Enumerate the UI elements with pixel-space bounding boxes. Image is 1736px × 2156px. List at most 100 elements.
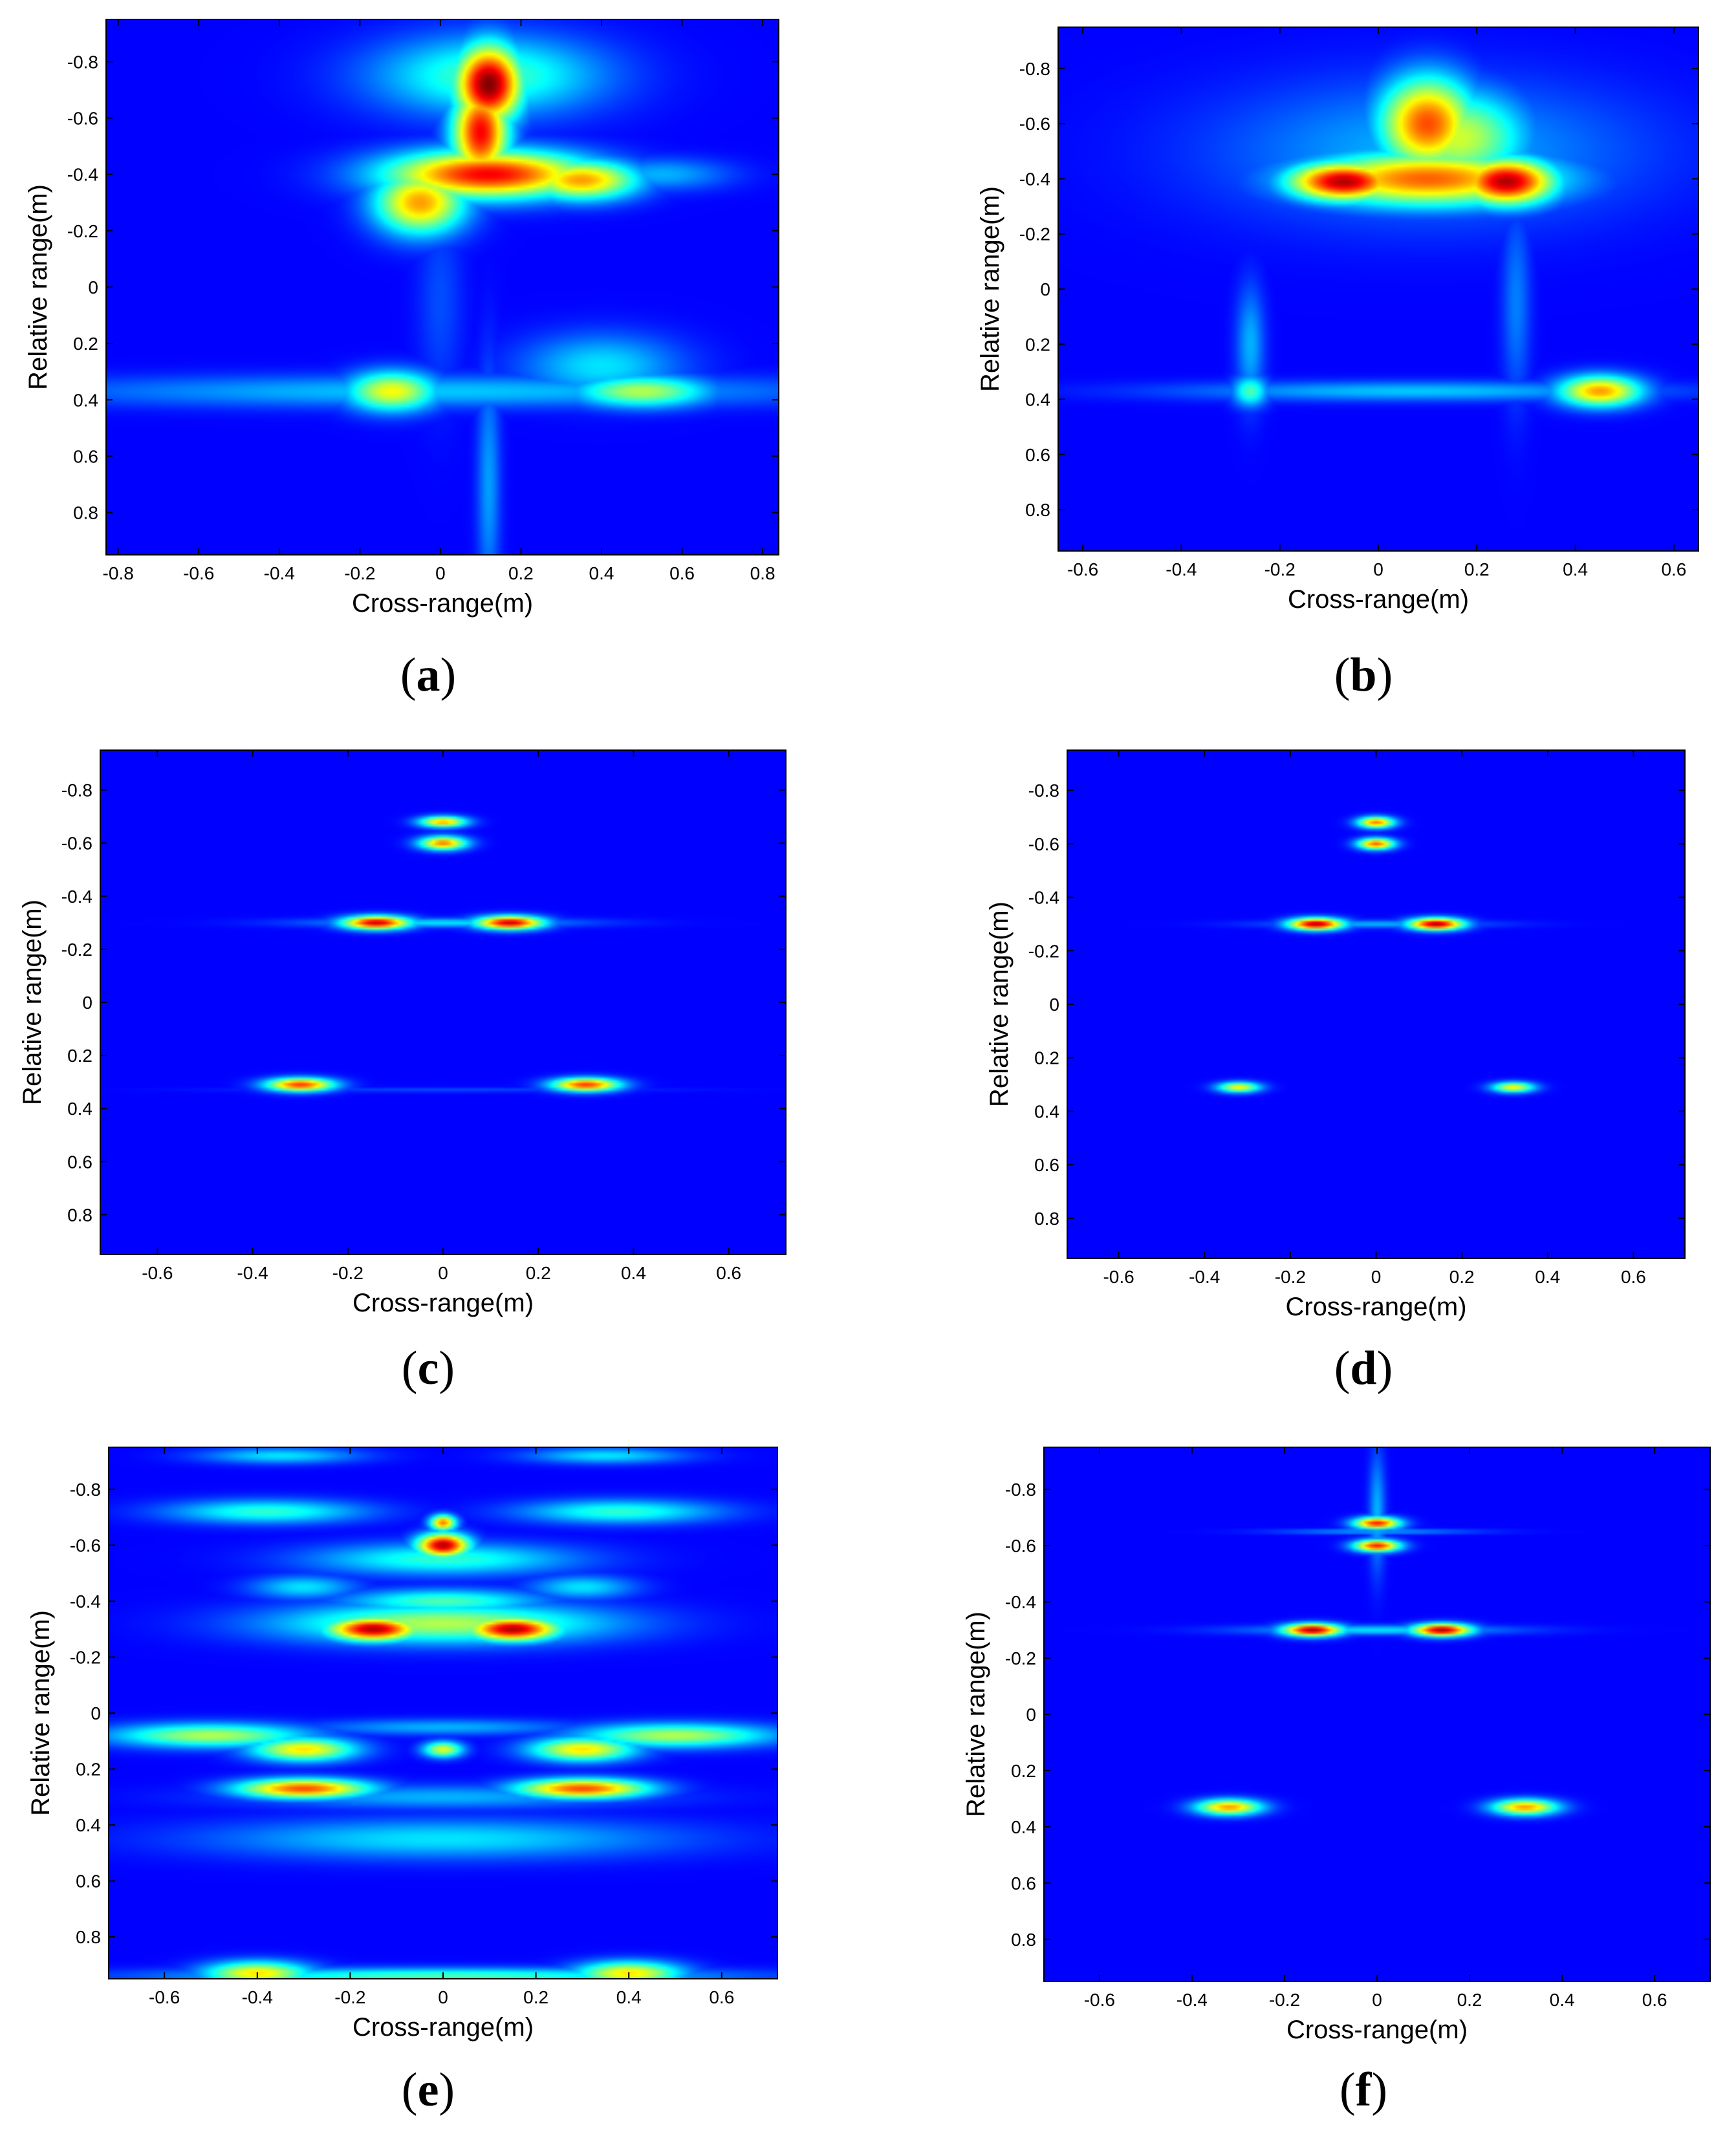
x-tick-label: -0.4: [1166, 559, 1197, 579]
panel-label-e: (e): [402, 2064, 455, 2117]
panel-label-close: ): [440, 649, 457, 702]
x-tick-label: 0: [435, 563, 446, 583]
y-tick-label: 0.2: [1025, 334, 1050, 354]
x-tick-label: -0.2: [344, 563, 375, 583]
y-tick-label: -0.4: [1028, 888, 1059, 908]
x-axis-label: Cross-range(m): [1288, 585, 1469, 614]
y-tick-label: 0.2: [1011, 1761, 1036, 1781]
x-axis-label: Cross-range(m): [1286, 2016, 1468, 2044]
panel-f: -0.6 -0.4 -0.2 0 0.2 0.4 0.6 -0.8 -0.6 -0.4 -0.2 0 0…: [962, 1447, 1711, 2117]
y-tick-label: 0.8: [1025, 500, 1050, 520]
x-tick-label: -0.2: [1275, 1267, 1306, 1287]
panel-c: -0.6 -0.4 -0.2 0 0.2 0.4 0.6 -0.8 -0.6 -0.4 -0.2 0 0…: [18, 749, 787, 1395]
x-tick-label: -0.4: [1189, 1267, 1220, 1287]
x-tick-label: 0.6: [1621, 1267, 1646, 1287]
x-tick-label: -0.4: [264, 563, 295, 583]
heatmap-image-b: [1058, 27, 1698, 551]
y-tick-label: -0.8: [1005, 1480, 1036, 1500]
y-tick-label: -0.8: [67, 52, 98, 72]
heatmap-image-e: [109, 1447, 777, 1979]
y-tick-label: 0.2: [76, 1760, 101, 1780]
x-tick-label: 0: [1371, 1267, 1382, 1287]
y-tick-label: 0.2: [73, 334, 98, 354]
x-tick-label: 0.4: [616, 1987, 642, 2007]
y-tick-label: 0.4: [1034, 1101, 1059, 1121]
y-tick-label: -0.8: [1019, 59, 1050, 79]
y-tick-label: 0.6: [73, 446, 98, 466]
x-tick-label: -0.6: [149, 1987, 180, 2007]
x-tick-label: 0.6: [709, 1987, 734, 2007]
x-axis-label: Cross-range(m): [1285, 1293, 1466, 1321]
panel-label-open: (: [402, 1342, 418, 1395]
x-tick-label: -0.2: [1264, 559, 1296, 579]
y-tick-label: 0: [91, 1703, 101, 1723]
panel-label-close: ): [1377, 1342, 1393, 1395]
y-tick-label: -0.6: [70, 1535, 101, 1555]
y-tick-label: -0.6: [61, 834, 92, 854]
y-tick-label: 0.4: [1025, 390, 1050, 410]
y-tick-label: 0.8: [67, 1205, 92, 1225]
x-tick-label: 0: [1373, 559, 1383, 579]
y-axis-label: Relative range(m): [18, 900, 47, 1105]
panel-label-a: (a): [400, 649, 456, 702]
y-tick-label: 0.4: [73, 390, 98, 410]
y-tick-label: -0.2: [1019, 224, 1050, 244]
panel-d: -0.6 -0.4 -0.2 0 0.2 0.4 0.6 -0.8 -0.6 -0.4 -0.2 0 0…: [985, 749, 1686, 1395]
y-tick-label: 0.8: [1011, 1930, 1036, 1950]
x-tick-label: 0.4: [1535, 1267, 1560, 1287]
panel-label-b: (b): [1334, 649, 1393, 702]
heatmap-image-d: [1067, 750, 1685, 1258]
x-tick-label: 0.6: [1661, 559, 1686, 579]
x-tick-label: 0.2: [1457, 1990, 1482, 2010]
x-tick-label: 0.6: [716, 1263, 741, 1283]
x-tick-label: 0.2: [523, 1987, 548, 2007]
y-tick-label: -0.2: [61, 940, 92, 960]
x-tick-label: 0.2: [1464, 559, 1490, 579]
y-axis-label: Relative range(m): [27, 1610, 55, 1816]
y-tick-label: -0.2: [70, 1647, 101, 1667]
y-tick-label: -0.4: [1019, 169, 1050, 189]
x-tick-label: -0.4: [242, 1987, 273, 2007]
y-tick-label: 0.6: [1034, 1155, 1059, 1175]
x-tick-label: 0.4: [1563, 559, 1588, 579]
panel-label-letter: d: [1350, 1342, 1376, 1395]
x-tick-label: -0.4: [237, 1263, 268, 1283]
x-tick-label: 0.2: [526, 1263, 551, 1283]
heatmap-image-f: [1044, 1447, 1710, 1981]
y-tick-label: -0.2: [67, 221, 98, 241]
panel-label-letter: c: [418, 1342, 439, 1395]
x-tick-label: -0.2: [334, 1987, 365, 2007]
y-tick-label: 0.4: [76, 1815, 101, 1835]
panel-label-close: ): [1377, 649, 1393, 702]
y-tick-label: -0.4: [70, 1591, 101, 1612]
panel-label-d: (d): [1334, 1342, 1393, 1395]
y-tick-label: 0.8: [76, 1927, 101, 1947]
x-tick-label: 0.2: [1449, 1267, 1475, 1287]
panel-label-open: (: [402, 2064, 418, 2117]
y-tick-label: 0: [1040, 279, 1050, 299]
panel-e: -0.6 -0.4 -0.2 0 0.2 0.4 0.6 -0.8 -0.6 -0.4 -0.2 0 0…: [27, 1447, 778, 2117]
panel-label-letter: a: [417, 649, 440, 702]
y-tick-label: 0.2: [1034, 1048, 1059, 1068]
x-tick-label: -0.8: [103, 563, 134, 583]
y-tick-label: -0.8: [1028, 781, 1059, 801]
panel-label-open: (: [1334, 649, 1351, 702]
y-axis-label: Relative range(m): [24, 184, 52, 390]
panel-label-close: ): [439, 2064, 455, 2117]
y-tick-label: 0: [1049, 995, 1059, 1015]
panel-label-f: (f): [1340, 2064, 1387, 2117]
x-tick-label: 0.4: [1550, 1990, 1575, 2010]
x-tick-label: -0.2: [332, 1263, 363, 1283]
x-tick-label: -0.6: [183, 563, 214, 583]
y-tick-label: -0.6: [1005, 1536, 1036, 1556]
x-tick-label: -0.6: [1084, 1990, 1115, 2010]
x-tick-label: 0: [438, 1263, 448, 1283]
x-axis-label: Cross-range(m): [353, 1289, 534, 1317]
y-tick-label: -0.6: [67, 109, 98, 129]
y-tick-label: 0: [1026, 1705, 1036, 1725]
panel-label-close: ): [1371, 2064, 1387, 2117]
panel-label-c: (c): [402, 1342, 455, 1395]
x-tick-label: 0.6: [1642, 1990, 1667, 2010]
x-tick-label: 0.4: [621, 1263, 646, 1283]
